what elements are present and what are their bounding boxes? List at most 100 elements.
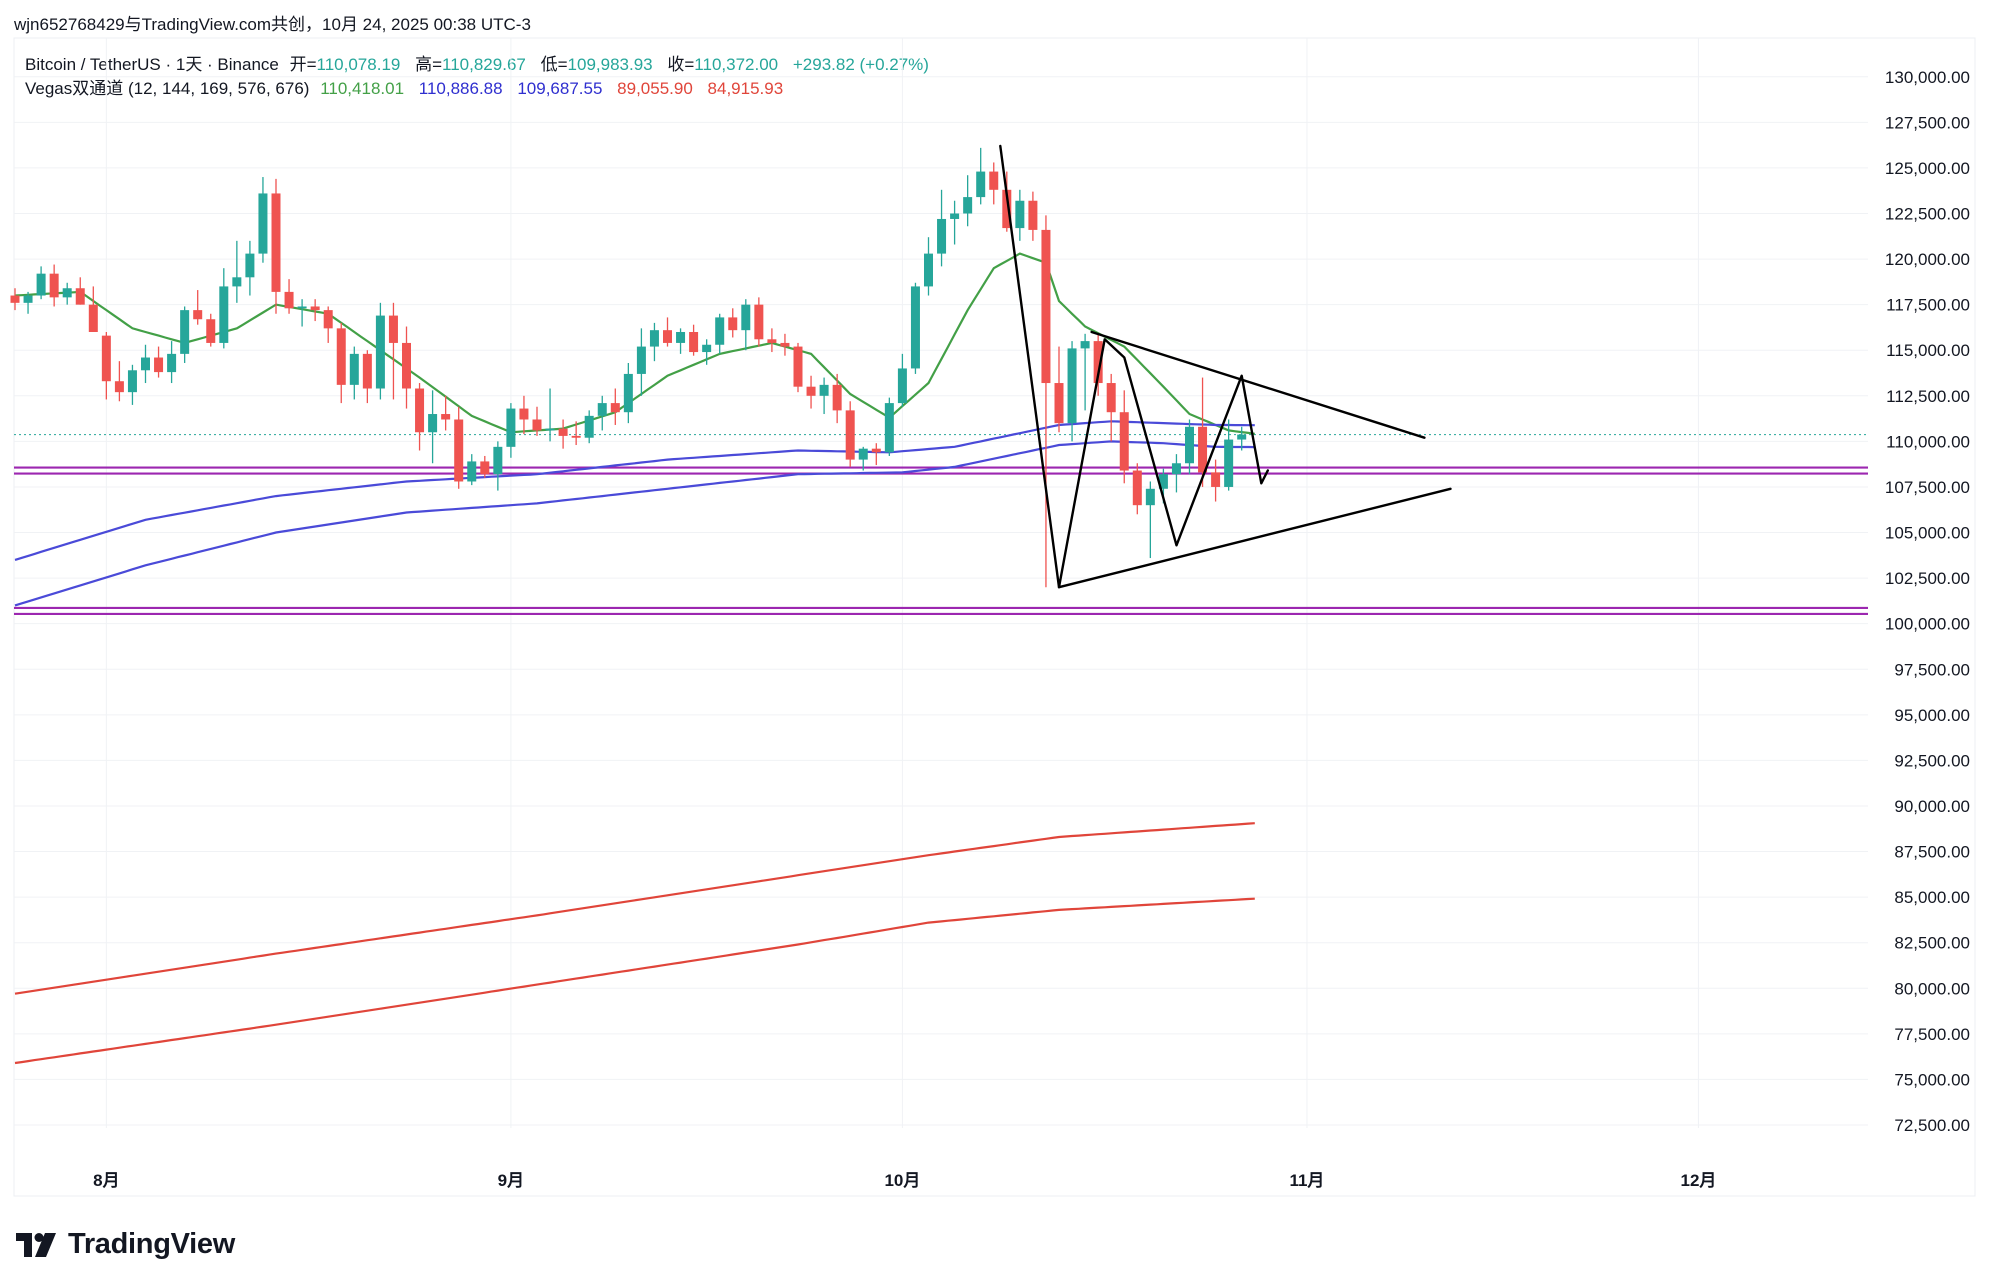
- candle-body: [349, 353, 359, 385]
- indicator-value-ema676: 84,915.93: [707, 79, 784, 98]
- high-value: 110,829.67: [442, 55, 526, 74]
- candle-body: [415, 388, 425, 433]
- tradingview-logo-icon: [16, 1232, 56, 1257]
- candle-body: [989, 171, 999, 190]
- candle-body: [245, 253, 255, 278]
- y-tick-label: 127,500.00: [1885, 113, 1970, 132]
- candle-body: [284, 291, 294, 309]
- candle-body: [1041, 229, 1051, 384]
- y-tick-label: 72,500.00: [1894, 1116, 1970, 1135]
- indicator-name[interactable]: Vegas双通道 (12, 144, 169, 576, 676): [25, 79, 310, 98]
- y-tick-label: 77,500.00: [1894, 1025, 1970, 1044]
- y-tick-label: 100,000.00: [1885, 615, 1970, 634]
- y-tick-label: 105,000.00: [1885, 524, 1970, 543]
- candle-body: [1158, 474, 1168, 489]
- candle-body: [1237, 434, 1247, 440]
- candle-body: [545, 428, 555, 431]
- open-value: 110,078.19: [316, 55, 401, 74]
- candle-body: [402, 342, 411, 389]
- y-tick-label: 107,500.00: [1885, 478, 1970, 497]
- candle-body: [950, 213, 960, 219]
- candle-body: [897, 368, 907, 404]
- y-tick-label: 80,000.00: [1894, 979, 1970, 998]
- x-tick-label: 12月: [1680, 1171, 1716, 1190]
- y-tick-label: 102,500.00: [1885, 569, 1970, 588]
- candle-body: [441, 414, 451, 420]
- y-tick-label: 117,500.00: [1886, 296, 1970, 315]
- candle-body: [336, 328, 346, 385]
- y-tick-label: 130,000.00: [1885, 68, 1970, 87]
- candle-body: [271, 193, 281, 292]
- candle-body: [532, 419, 542, 431]
- candle-body: [297, 306, 307, 309]
- y-tick-label: 87,500.00: [1894, 843, 1970, 862]
- y-tick-label: 75,000.00: [1894, 1070, 1970, 1089]
- y-tick-label: 90,000.00: [1894, 797, 1970, 816]
- y-tick-label: 122,500.00: [1885, 205, 1970, 224]
- candle-body: [219, 286, 229, 343]
- candle-body: [976, 171, 986, 198]
- y-tick-label: 125,000.00: [1885, 159, 1970, 178]
- trend-drawing-line: [999, 144, 1270, 589]
- candle-body: [910, 286, 920, 369]
- candle-body: [101, 335, 111, 382]
- indicator-value-ema576: 89,055.90: [617, 79, 693, 98]
- candle-body: [1211, 472, 1221, 487]
- candle-body: [1119, 412, 1129, 471]
- x-tick-label: 10月: [884, 1171, 920, 1190]
- candle-body: [767, 339, 777, 343]
- symbol-legend: Bitcoin / TetherUS · 1天 · Binance 开=110,…: [25, 50, 929, 75]
- candle-body: [597, 403, 607, 416]
- y-tick-label: 110,000.00: [1886, 432, 1970, 451]
- candle-body: [963, 197, 973, 214]
- ema-line: [14, 440, 1255, 607]
- candle-body: [571, 435, 581, 438]
- share-header: wjn652768429与TradingView.com共创，10月 24, 2…: [14, 15, 531, 34]
- candle-body: [154, 357, 164, 373]
- candle-body: [728, 317, 738, 331]
- symbol-title[interactable]: Bitcoin / TetherUS · 1天 · Binance: [25, 55, 279, 74]
- candle-body: [310, 306, 320, 311]
- y-tick-label: 82,500.00: [1894, 934, 1970, 953]
- indicator-value-ema144: 110,886.88: [418, 79, 503, 98]
- candle-body: [871, 448, 881, 453]
- candle-body: [858, 448, 868, 460]
- tradingview-brand[interactable]: TradingView: [16, 1228, 235, 1261]
- brand-name: TradingView: [68, 1228, 235, 1260]
- chart-frame: [13, 37, 1976, 1197]
- y-tick-label: 97,500.00: [1894, 660, 1970, 679]
- candle-body: [1015, 200, 1025, 229]
- close-label: 收=: [667, 55, 695, 74]
- open-label: 开=: [289, 55, 317, 74]
- candle-body: [49, 273, 59, 298]
- candle-body: [127, 370, 137, 393]
- candle-body: [1067, 348, 1077, 424]
- close-value: 110,372.00: [694, 55, 779, 74]
- candle-body: [193, 310, 203, 320]
- candle-body: [636, 346, 646, 374]
- candle-body: [793, 346, 803, 387]
- candle-body: [1093, 341, 1103, 384]
- y-tick-label: 85,000.00: [1894, 888, 1970, 907]
- candle-body: [1028, 200, 1038, 230]
- candle-body: [388, 315, 398, 343]
- candle-body: [649, 330, 659, 347]
- candle-body: [62, 288, 72, 298]
- change-value: +293.82 (+0.27%): [792, 55, 929, 74]
- candle-body: [584, 415, 594, 438]
- candle-body: [610, 403, 620, 413]
- candle-body: [924, 253, 933, 287]
- candle-body: [754, 304, 764, 340]
- trend-drawing-line: [1057, 487, 1452, 589]
- candle-body: [937, 218, 947, 254]
- candle-body: [180, 310, 190, 354]
- candle-body: [206, 319, 216, 343]
- x-tick-label: 8月: [93, 1171, 119, 1190]
- high-label: 高=: [415, 55, 443, 74]
- candle-body: [1054, 383, 1064, 424]
- y-tick-label: 120,000.00: [1885, 250, 1970, 269]
- x-tick-label: 11月: [1289, 1171, 1324, 1190]
- candle-body: [1198, 426, 1208, 473]
- candle-body: [232, 277, 242, 287]
